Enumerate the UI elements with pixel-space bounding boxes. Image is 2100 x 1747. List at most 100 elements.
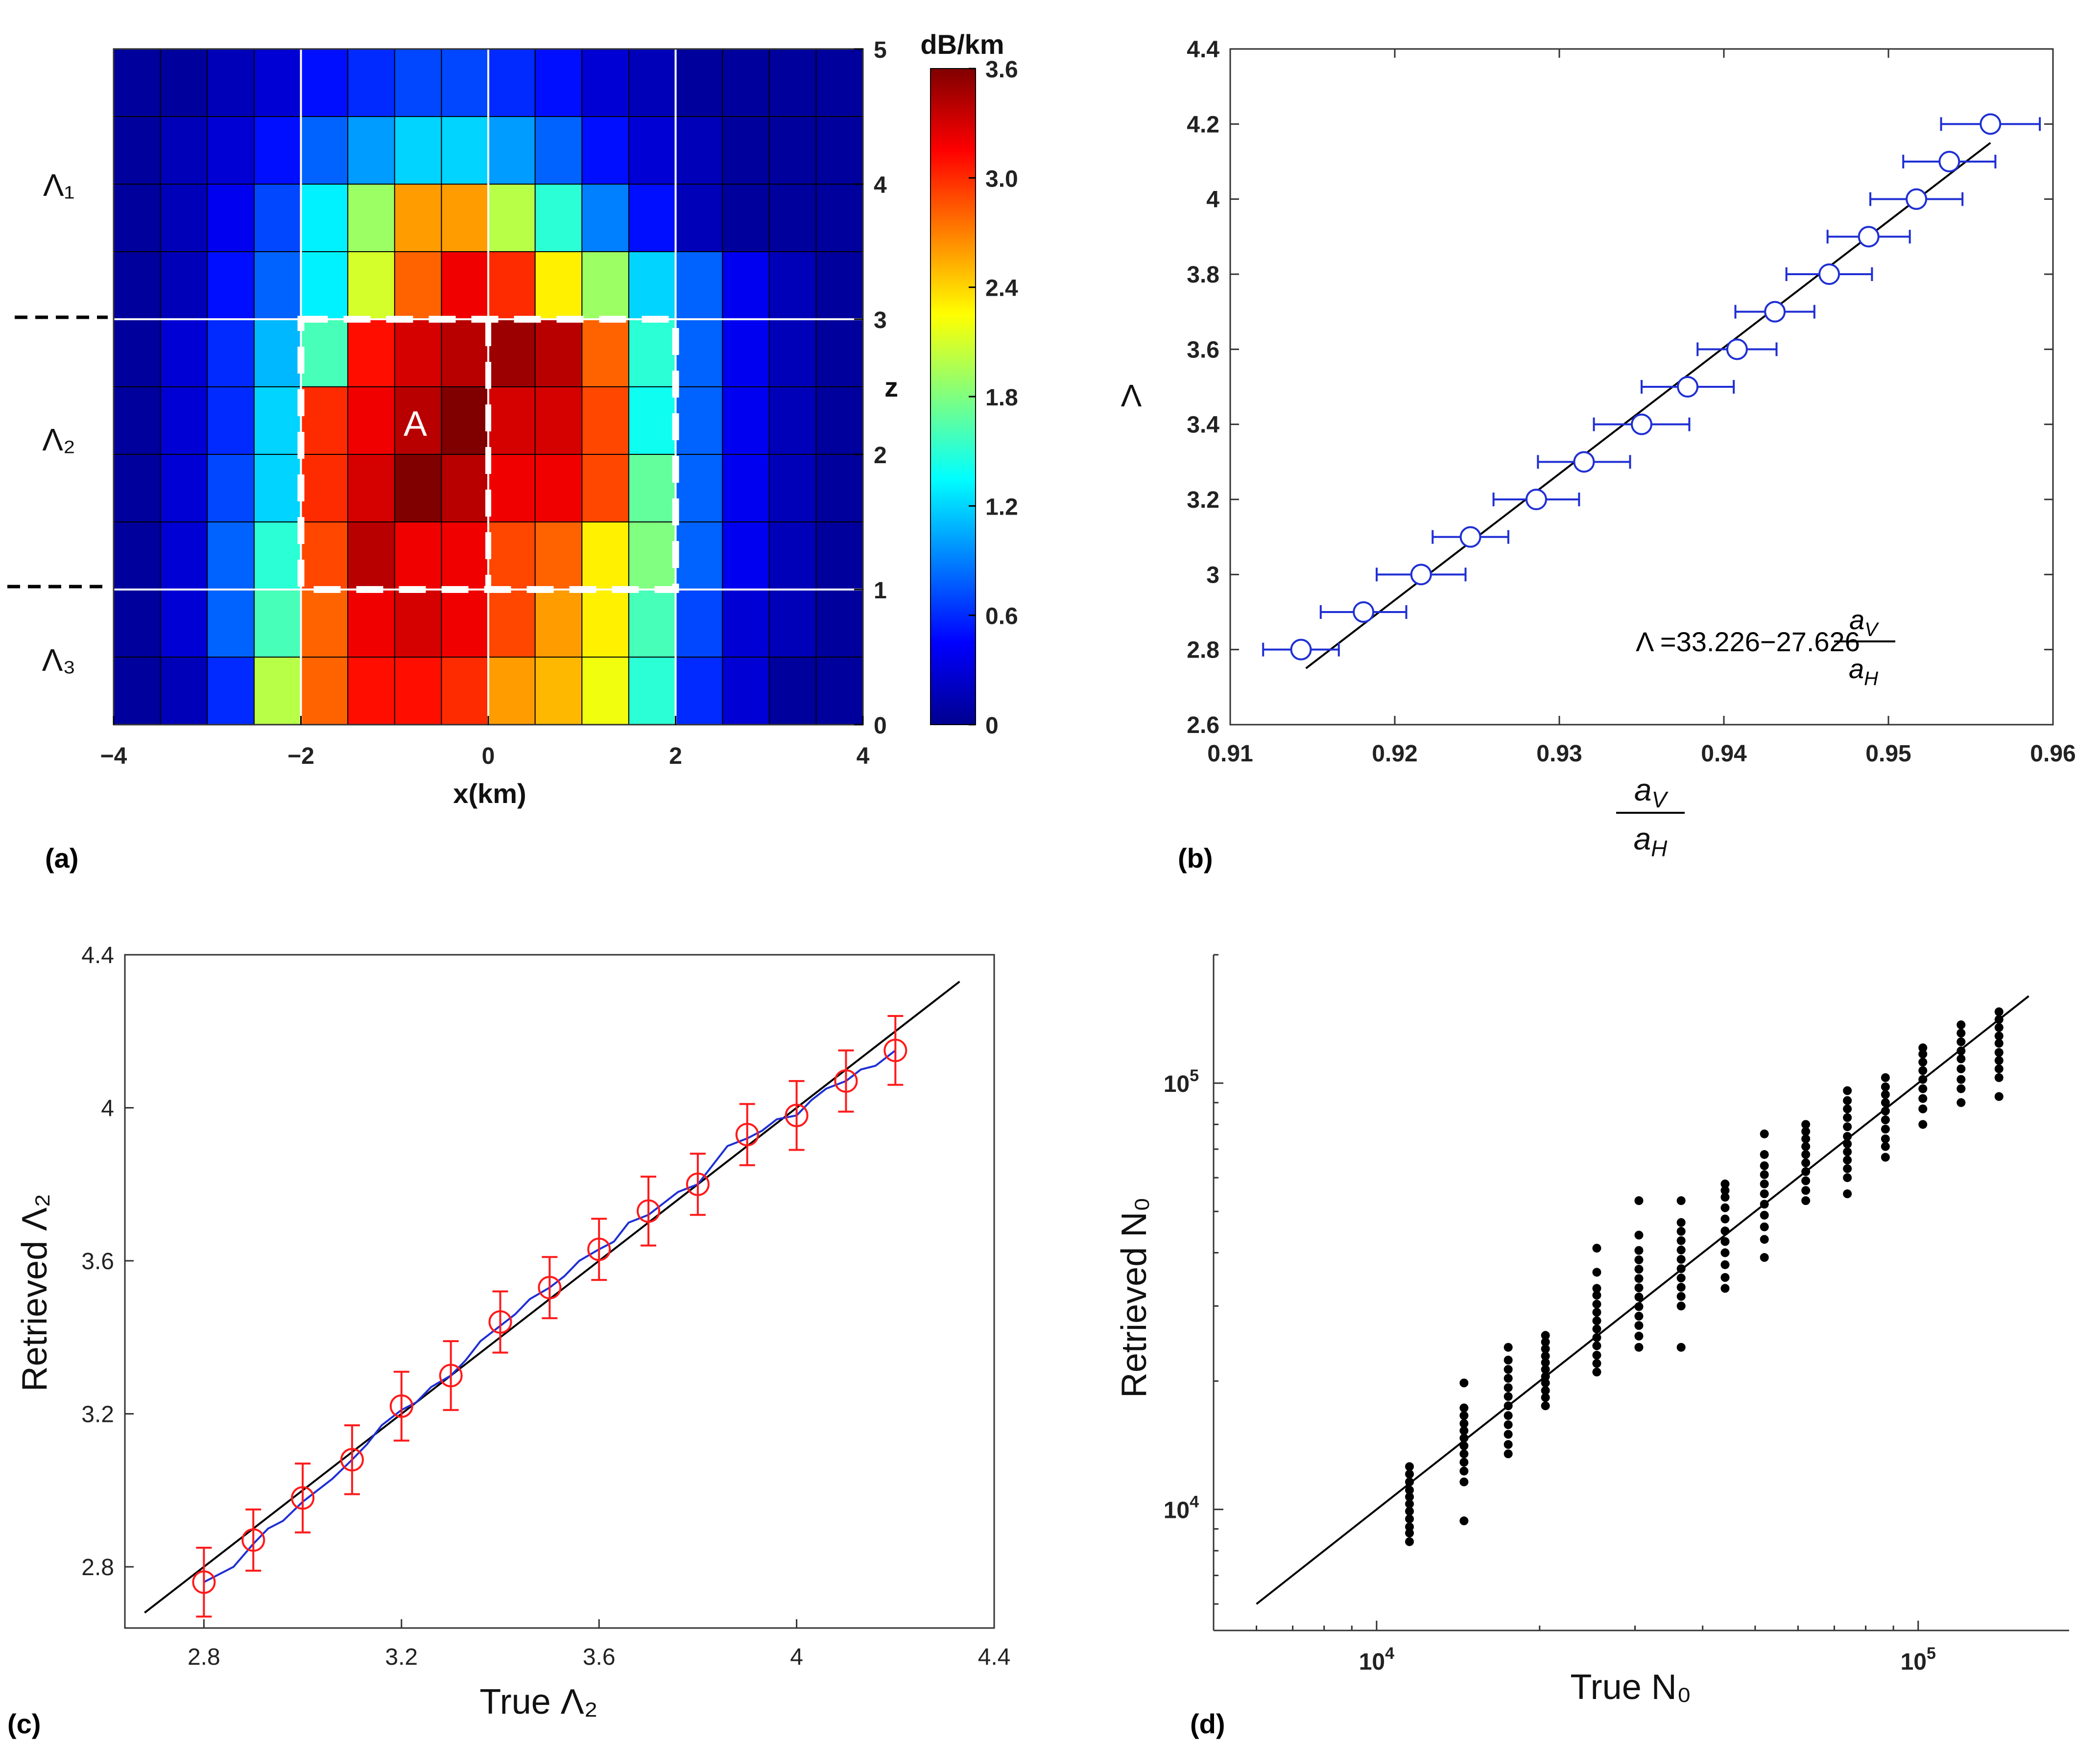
data-point	[1634, 1265, 1644, 1274]
x-tick-label: 105	[1901, 1644, 1936, 1675]
data-point	[1720, 1214, 1730, 1224]
data-point	[1843, 1173, 1852, 1182]
data-point	[1573, 451, 1595, 473]
heatmap-cell	[160, 48, 208, 118]
x-tick-label: −4	[100, 743, 127, 769]
data-point	[1410, 564, 1432, 586]
heatmap-cell	[207, 116, 255, 185]
data-point	[785, 1104, 809, 1128]
y-tick-label: 3.2	[1187, 487, 1219, 513]
data-point	[1957, 1075, 1966, 1084]
heatmap-cell	[488, 184, 536, 253]
heatmap-cell	[207, 251, 255, 320]
data-point	[1881, 1125, 1890, 1134]
fit-equation: Λ =33.226−27.626 aV aH	[1636, 604, 1895, 689]
heatmap-cell	[675, 116, 723, 185]
data-point	[1843, 1147, 1852, 1157]
data-point	[1843, 1189, 1852, 1199]
heatmap-cell	[441, 319, 489, 388]
data-point	[1760, 1161, 1769, 1170]
data-point	[1405, 1507, 1414, 1516]
data-point	[1720, 1180, 1730, 1189]
data-point	[1503, 1411, 1513, 1420]
data-point	[1459, 1434, 1469, 1443]
data-point	[834, 1069, 858, 1093]
heatmap-cell	[253, 116, 302, 185]
data-point	[1881, 1098, 1890, 1107]
data-point	[1592, 1350, 1601, 1360]
heatmap-cell	[768, 251, 817, 320]
data-point	[1405, 1462, 1414, 1471]
heatmap-cell	[207, 48, 255, 118]
data-point	[1720, 1193, 1730, 1202]
equation-prefix: Λ =33.226−27.626	[1636, 626, 1860, 657]
data-point	[1541, 1386, 1550, 1395]
data-point	[1994, 1048, 2004, 1057]
heatmap-cell	[253, 386, 302, 455]
heatmap-cell	[441, 657, 489, 726]
n0-axes: 104 105 104 105	[1164, 954, 1936, 1675]
heatmap-cell	[394, 657, 442, 726]
heatmap-cell	[768, 116, 817, 185]
y-tick-label: 3.8	[1187, 262, 1219, 288]
heatmap-cell	[300, 521, 349, 590]
data-point	[1676, 1274, 1686, 1283]
data-point	[1290, 638, 1312, 661]
data-point	[1634, 1255, 1644, 1265]
data-point	[1843, 1086, 1852, 1095]
heatmap-cell	[113, 657, 162, 726]
heatmap-cell	[253, 657, 302, 726]
data-point	[1801, 1196, 1811, 1205]
z-tick-label: 4	[874, 172, 887, 198]
data-point	[1503, 1365, 1513, 1374]
heatmap-cell	[394, 48, 442, 118]
data-point	[1676, 1283, 1686, 1292]
heatmap-cell	[441, 251, 489, 320]
ratio-xlabel-den: aH	[1634, 821, 1668, 861]
data-point	[1720, 1227, 1730, 1236]
heatmap-cell	[253, 48, 302, 118]
y-tick-label: 3	[1206, 562, 1219, 588]
heatmap-xlabel: x(km)	[453, 778, 526, 809]
data-point	[1459, 1411, 1469, 1420]
heatmap-cell	[160, 521, 208, 590]
data-point	[1503, 1392, 1513, 1401]
heatmap-cell	[113, 589, 162, 658]
heatmap-cell	[347, 48, 396, 118]
data-point	[1980, 113, 2002, 135]
heatmap-cell	[160, 319, 208, 388]
heatmap-cell	[253, 454, 302, 523]
heatmap-cell	[488, 521, 536, 590]
heatmap-cell	[113, 184, 162, 253]
equation-numerator: aV	[1849, 604, 1879, 640]
data-point	[1881, 1134, 1890, 1143]
heatmap-cell	[722, 184, 770, 253]
heatmap-cell	[488, 454, 536, 523]
heatmap-cell	[207, 319, 255, 388]
data-point	[1994, 1007, 2004, 1016]
data-point	[1994, 1064, 2004, 1073]
heatmap-cell	[347, 251, 396, 320]
heatmap-cell	[815, 251, 864, 320]
heatmap-cell	[113, 116, 162, 185]
data-point	[1405, 1486, 1414, 1495]
data-point	[488, 1310, 512, 1334]
heatmap-cell	[441, 454, 489, 523]
data-point	[1760, 1235, 1769, 1244]
data-point	[1676, 1245, 1686, 1254]
data-point	[1405, 1477, 1414, 1487]
data-point	[1676, 1264, 1686, 1274]
heatmap-cell	[628, 521, 676, 590]
heatmap-cell	[722, 657, 770, 726]
heatmap-cell	[394, 319, 442, 388]
data-point	[389, 1394, 413, 1418]
data-point	[1405, 1522, 1414, 1532]
equation-denominator: aH	[1849, 653, 1878, 689]
data-point	[1353, 601, 1375, 623]
heatmap-cell	[488, 251, 536, 320]
data-point	[1459, 1458, 1469, 1467]
data-point	[1881, 1107, 1890, 1116]
heatmap-cell	[253, 589, 302, 658]
data-point	[1801, 1158, 1811, 1167]
lambda-axes: 2.8 3.2 3.6 4 4.4 2.8 3.2 3.6 4 4.4	[81, 943, 1010, 1670]
